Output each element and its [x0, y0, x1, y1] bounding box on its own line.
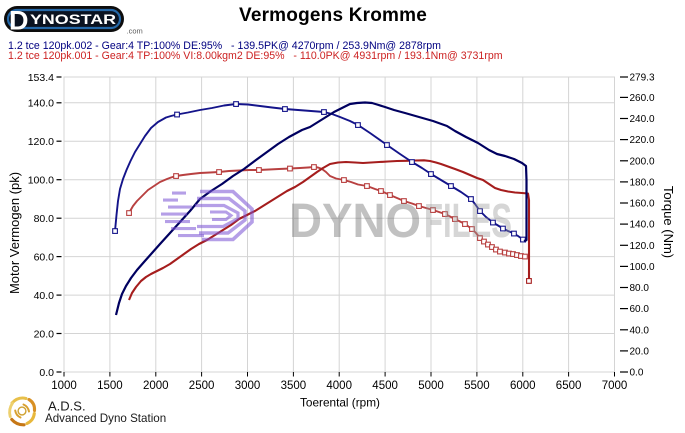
svg-text:Toerental (rpm): Toerental (rpm) [300, 396, 380, 410]
svg-text:3500: 3500 [281, 380, 307, 392]
svg-text:A.D.S.: A.D.S. [48, 399, 86, 414]
svg-text:DYNO: DYNO [289, 195, 421, 248]
svg-text:YNOSTAR: YNOSTAR [30, 12, 116, 27]
svg-text:220.0: 220.0 [630, 135, 655, 146]
svg-text:0.0: 0.0 [630, 368, 644, 379]
svg-text:2500: 2500 [189, 380, 215, 392]
svg-text:120.0: 120.0 [630, 241, 655, 252]
svg-text:180.0: 180.0 [630, 178, 655, 189]
svg-text:Vermogens Kromme: Vermogens Kromme [239, 5, 427, 26]
svg-text:3000: 3000 [235, 380, 261, 392]
svg-text:1000: 1000 [51, 380, 77, 392]
svg-text:4500: 4500 [372, 380, 398, 392]
svg-text:80.0: 80.0 [34, 213, 55, 225]
svg-text:1500: 1500 [97, 380, 123, 392]
svg-text:260.0: 260.0 [630, 93, 655, 104]
svg-text:5000: 5000 [418, 380, 444, 392]
svg-text:D: D [9, 6, 29, 36]
svg-text:20.0: 20.0 [630, 347, 650, 358]
svg-text:140.0: 140.0 [630, 220, 655, 231]
svg-text:6500: 6500 [556, 380, 582, 392]
svg-text:Motor Vermogen (pk): Motor Vermogen (pk) [7, 172, 22, 294]
svg-text:240.0: 240.0 [630, 114, 655, 125]
svg-text:Advanced Dyno Station: Advanced Dyno Station [45, 412, 166, 425]
svg-text:200.0: 200.0 [630, 156, 655, 167]
svg-text:1.2 tce 120pk.002 - Gear:4 TP:: 1.2 tce 120pk.002 - Gear:4 TP:100% DE:95… [8, 40, 441, 52]
svg-text:153.4: 153.4 [28, 72, 54, 84]
svg-text:40.0: 40.0 [630, 325, 650, 336]
svg-text:1.2 tce 120pk.001 - Gear:4 TP:: 1.2 tce 120pk.001 - Gear:4 TP:100% VI:8.… [8, 50, 503, 62]
svg-text:5500: 5500 [464, 380, 490, 392]
svg-text:60.0: 60.0 [34, 251, 55, 263]
svg-text:0.0: 0.0 [39, 367, 54, 379]
svg-text:Torque (Nm): Torque (Nm) [661, 186, 676, 258]
svg-text:40.0: 40.0 [34, 290, 55, 302]
svg-text:100.0: 100.0 [630, 262, 655, 273]
svg-text:6000: 6000 [510, 380, 536, 392]
svg-text:160.0: 160.0 [630, 199, 655, 210]
svg-text:80.0: 80.0 [630, 283, 650, 294]
svg-text:279.3: 279.3 [630, 73, 655, 84]
svg-text:20.0: 20.0 [34, 328, 55, 340]
svg-text:7000: 7000 [602, 380, 628, 392]
svg-text:120.0: 120.0 [28, 136, 54, 148]
svg-text:60.0: 60.0 [630, 304, 650, 315]
svg-text:FILES: FILES [424, 195, 512, 248]
svg-text:140.0: 140.0 [28, 98, 54, 110]
svg-text:4000: 4000 [326, 380, 352, 392]
svg-text:.com: .com [127, 27, 143, 36]
svg-text:2000: 2000 [143, 380, 169, 392]
svg-text:100.0: 100.0 [28, 175, 54, 187]
